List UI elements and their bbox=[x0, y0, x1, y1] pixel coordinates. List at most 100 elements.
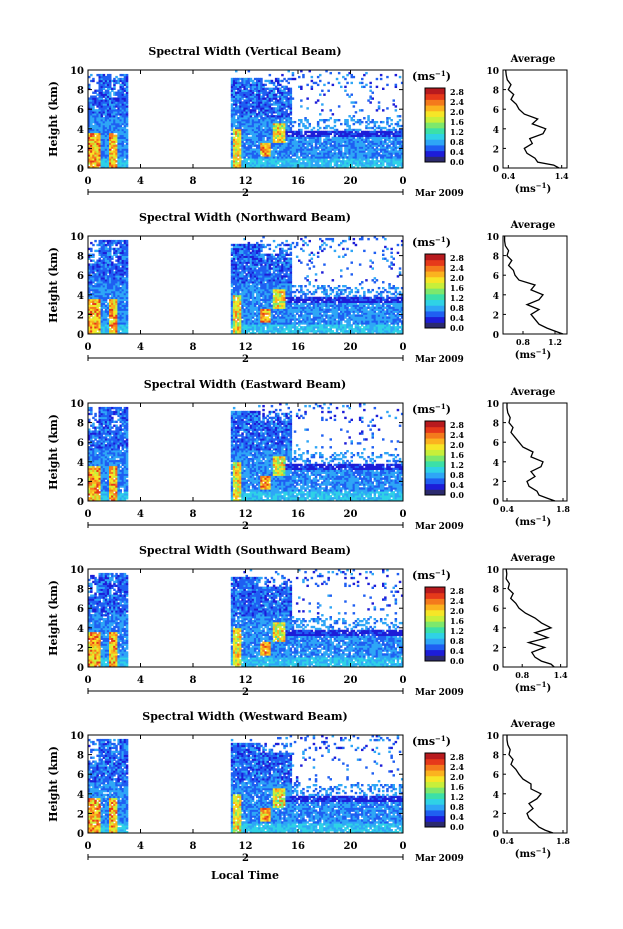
x-tick-label: 0 bbox=[400, 176, 407, 187]
heatmap-cell bbox=[90, 79, 93, 83]
heatmap-cell bbox=[104, 81, 108, 85]
heatmap-cell bbox=[247, 124, 251, 128]
heatmap-cell bbox=[115, 122, 118, 126]
heatmap-cell bbox=[241, 144, 244, 147]
heatmap-cell bbox=[102, 77, 106, 81]
heatmap-cell bbox=[232, 142, 236, 145]
heatmap-cell bbox=[249, 136, 253, 139]
heatmap-cell bbox=[117, 113, 120, 116]
heatmap-cell bbox=[256, 162, 259, 165]
heatmap-cell bbox=[251, 134, 255, 138]
heatmap-cell bbox=[98, 134, 101, 138]
heatmap-cell bbox=[239, 138, 242, 141]
heatmap-cell bbox=[247, 156, 251, 159]
heatmap-cell bbox=[88, 120, 91, 124]
heatmap-cell bbox=[253, 154, 257, 157]
heatmap-cell bbox=[323, 93, 326, 96]
heatmap-cell bbox=[121, 134, 125, 138]
heatmap-cell bbox=[123, 99, 127, 102]
heatmap-cell bbox=[117, 126, 120, 130]
heatmap-cell bbox=[123, 119, 127, 122]
heatmap-cell bbox=[232, 132, 236, 136]
heatmap-cell bbox=[375, 77, 379, 81]
heatmap-cell bbox=[256, 154, 259, 157]
heatmap-cell bbox=[94, 158, 97, 161]
heatmap-cell bbox=[249, 140, 253, 143]
heatmap-cell bbox=[117, 89, 120, 92]
heatmap-cell bbox=[102, 126, 106, 130]
heatmap-cell bbox=[113, 154, 116, 157]
heatmap-cell bbox=[268, 247, 272, 251]
heatmap-cell bbox=[94, 138, 97, 141]
heatmap-cell bbox=[241, 107, 244, 110]
heatmap-cell bbox=[113, 162, 116, 165]
heatmap-cell bbox=[237, 138, 240, 141]
heatmap-cell bbox=[123, 107, 127, 110]
heatmap-cell bbox=[113, 138, 116, 141]
heatmap-cell bbox=[394, 83, 398, 87]
heatmap-cell bbox=[121, 109, 125, 112]
heatmap-cell bbox=[92, 142, 95, 145]
heatmap-cell bbox=[92, 109, 95, 112]
heatmap-cell bbox=[235, 83, 238, 87]
heatmap-cell bbox=[251, 154, 255, 157]
heatmap-cell bbox=[121, 81, 125, 85]
heatmap-cell bbox=[104, 99, 108, 102]
heatmap-cell bbox=[241, 97, 244, 100]
heatmap-cell bbox=[104, 158, 108, 161]
heatmap-cell bbox=[106, 93, 110, 96]
heatmap-cell bbox=[90, 128, 93, 132]
heatmap-cell bbox=[281, 73, 284, 77]
heatmap-cell bbox=[239, 128, 242, 132]
heatmap-cell bbox=[90, 132, 93, 136]
heatmap-cell bbox=[102, 83, 106, 87]
heatmap-cell bbox=[232, 144, 236, 147]
heatmap-cell bbox=[98, 120, 101, 124]
heatmap-cell bbox=[100, 154, 104, 157]
heatmap-cell bbox=[253, 115, 257, 118]
heatmap-cell bbox=[113, 119, 116, 122]
heatmap-cell bbox=[237, 150, 240, 153]
heatmap-cell bbox=[123, 101, 127, 104]
heatmap-cell bbox=[109, 126, 112, 130]
heatmap-cell bbox=[104, 119, 108, 122]
heatmap-cell bbox=[119, 134, 122, 138]
heatmap-cell bbox=[113, 87, 116, 90]
heatmap-cell bbox=[237, 158, 240, 161]
heatmap-cell bbox=[102, 156, 106, 159]
heatmap-cell bbox=[235, 120, 238, 124]
heatmap-cell bbox=[241, 79, 244, 83]
heatmap-cell bbox=[104, 85, 108, 89]
heatmap-cell bbox=[92, 243, 95, 247]
heatmap-cell bbox=[121, 103, 125, 106]
heatmap-cell bbox=[249, 117, 253, 120]
heatmap-cell bbox=[106, 85, 110, 89]
heatmap-cell bbox=[92, 152, 95, 155]
heatmap-cell bbox=[113, 97, 116, 100]
heatmap-cell bbox=[289, 87, 293, 90]
heatmap-cell bbox=[90, 164, 93, 167]
heatmap-cells bbox=[88, 70, 404, 169]
heatmap-cell bbox=[98, 154, 101, 157]
heatmap-cell bbox=[243, 85, 246, 89]
heatmap-cell bbox=[115, 150, 118, 153]
heatmap-cell bbox=[125, 105, 129, 108]
heatmap-cell bbox=[251, 99, 255, 102]
heatmap-cell bbox=[88, 148, 91, 151]
heatmap-cell bbox=[96, 99, 99, 102]
heatmap-cell bbox=[306, 107, 309, 110]
heatmap-cell bbox=[119, 113, 122, 116]
heatmap-cell bbox=[104, 75, 108, 79]
heatmap-cell bbox=[237, 101, 240, 104]
heatmap-cell bbox=[251, 113, 255, 116]
heatmap-cell bbox=[247, 103, 251, 106]
heatmap-cell bbox=[249, 119, 253, 122]
y-tick-label: 4 bbox=[77, 125, 84, 136]
heatmap-cell bbox=[243, 107, 246, 110]
heatmap-cell bbox=[88, 75, 91, 79]
heatmap-cell bbox=[251, 156, 255, 159]
heatmap-cell bbox=[121, 148, 125, 151]
heatmap-cell bbox=[111, 164, 114, 167]
heatmap-cell bbox=[90, 107, 93, 110]
heatmap-cell bbox=[245, 164, 248, 167]
